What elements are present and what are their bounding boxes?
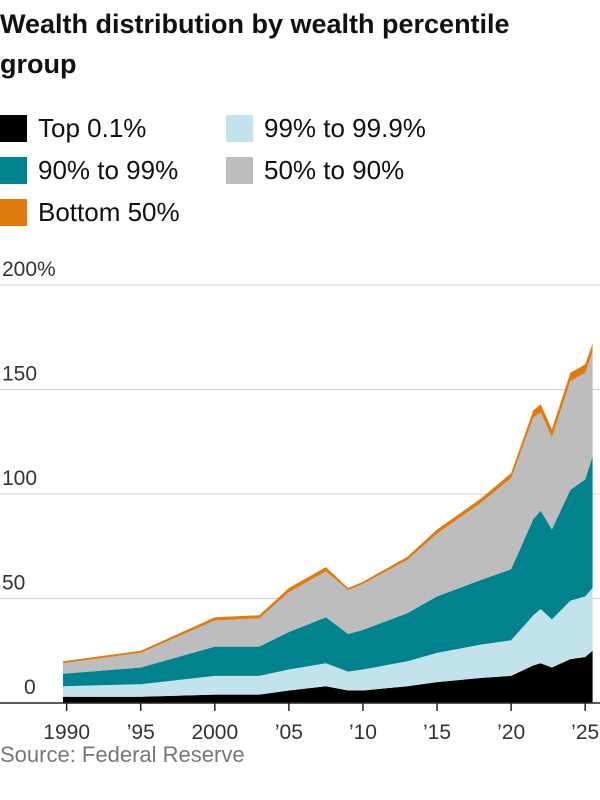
x-tick-label: 2000: [191, 721, 238, 744]
x-tick-label: ’95: [127, 721, 155, 744]
legend-swatch: [0, 198, 27, 226]
x-tick-label: ’05: [275, 721, 303, 744]
legend-item: 50% to 90%: [226, 150, 526, 190]
legend-item: 90% to 99%: [0, 150, 226, 190]
area: [62, 456, 593, 687]
area: [62, 650, 593, 703]
x-tick-label: ’10: [349, 721, 377, 744]
legend-label: Top 0.1%: [38, 112, 147, 143]
legend-swatch: [226, 114, 253, 142]
x-tick-label: ’20: [497, 721, 525, 744]
legend-label: 50% to 90%: [264, 154, 405, 185]
x-tick-label: ’15: [423, 721, 451, 744]
x-tick-label: 1990: [43, 721, 90, 744]
area: [62, 351, 593, 674]
legend-swatch: [0, 114, 27, 142]
y-tick-label: 100: [2, 467, 37, 490]
area: [62, 588, 593, 697]
x-tick-label: ’25: [571, 721, 599, 744]
y-tick-label: 150: [2, 363, 37, 386]
legend-swatch: [226, 156, 253, 184]
legend-item: Top 0.1%: [0, 108, 226, 148]
legend-swatch: [0, 156, 27, 184]
legend-label: Bottom 50%: [38, 196, 180, 227]
legend: Top 0.1% 99% to 99.9% 90% to 99% 50% to 90%…: [0, 108, 600, 232]
legend-item: Bottom 50%: [0, 192, 226, 232]
y-tick-label: 50: [2, 572, 25, 595]
chart-title: Wealth distribution by wealth percentile…: [0, 9, 510, 79]
y-tick-label: 0: [24, 676, 36, 699]
legend-label: 99% to 99.9%: [264, 112, 426, 143]
source: Source: Federal Reserve: [0, 742, 245, 767]
legend-item: 99% to 99.9%: [226, 108, 526, 148]
y-tick-label: 200%: [2, 258, 56, 281]
legend-label: 90% to 99%: [38, 154, 179, 185]
